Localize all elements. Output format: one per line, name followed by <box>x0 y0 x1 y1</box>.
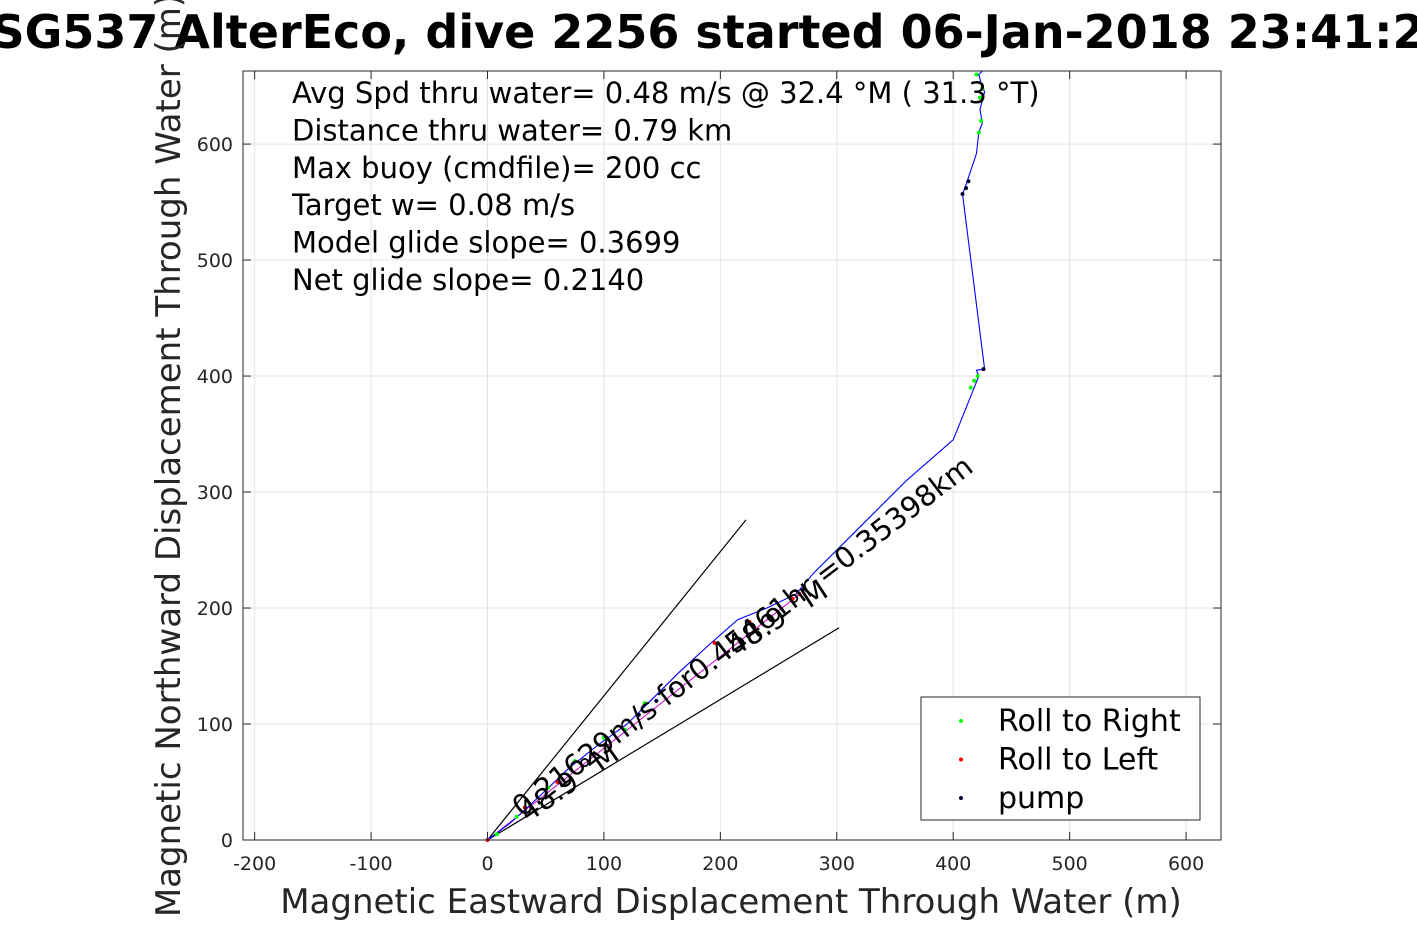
x-tick-label: 200 <box>702 853 738 875</box>
annotation-text: Net glide slope= 0.2140 <box>292 263 644 297</box>
heading-guide-line <box>487 519 747 841</box>
data-point <box>968 385 973 390</box>
y-tick-label: 0 <box>221 830 233 852</box>
data-point <box>669 687 674 692</box>
y-tick-label: 300 <box>197 482 233 504</box>
x-axis-label: Magnetic Eastward Displacement Through W… <box>280 882 1182 922</box>
x-tick-label: 600 <box>1168 853 1204 875</box>
x-tick-label: -200 <box>233 853 276 875</box>
data-point <box>601 735 606 740</box>
annotation-text: Avg Spd thru water= 0.48 m/s @ 32.4 °M (… <box>292 76 1040 110</box>
data-point <box>975 374 980 379</box>
y-tick-label: 400 <box>197 366 233 388</box>
track-line <box>487 70 986 841</box>
y-axis-label: Magnetic Northward Displacement Through … <box>149 0 189 917</box>
data-point <box>797 592 802 597</box>
annotation-text: Max buoy (cmdfile)= 200 cc <box>292 151 701 185</box>
legend-label: pump <box>998 781 1084 816</box>
annotation-text: Model glide slope= 0.3699 <box>292 226 680 260</box>
x-tick-label: -100 <box>350 853 393 875</box>
data-point <box>555 780 560 785</box>
data-point <box>494 832 499 837</box>
x-tick-label: 0 <box>481 853 493 875</box>
data-point <box>964 186 969 191</box>
plot-area: -200 -100 0 100 200 300 400 500 600 0 100 200 300 400… <box>197 70 1222 875</box>
data-point <box>980 86 985 91</box>
data-point <box>747 619 752 624</box>
x-tick-label: 300 <box>819 853 855 875</box>
y-tick-label: 200 <box>197 598 233 620</box>
x-tick-label: 400 <box>935 853 971 875</box>
data-point <box>981 367 986 372</box>
data-point <box>790 596 795 601</box>
data-point <box>546 785 551 790</box>
data-point <box>960 191 965 196</box>
y-tick-label: 600 <box>197 134 233 156</box>
chart-title: SG537 AlterEco, dive 2256 started 06-Jan… <box>0 5 1417 59</box>
x-tick-label: 100 <box>586 853 622 875</box>
legend-label: Roll to Left <box>998 743 1158 778</box>
data-point <box>712 640 717 645</box>
data-point <box>654 698 659 703</box>
data-point <box>642 701 647 706</box>
y-tick-label: 100 <box>197 714 233 736</box>
annotation-text: Distance thru water= 0.79 km <box>292 113 732 147</box>
current-vector-line <box>487 593 800 841</box>
annotation-text: Target w= 0.08 m/s <box>291 188 575 222</box>
y-tick-label: 500 <box>197 250 233 272</box>
data-point <box>966 179 971 184</box>
data-point <box>636 712 641 717</box>
data-point <box>514 814 519 819</box>
legend-marker <box>959 796 963 800</box>
legend-marker <box>959 757 963 762</box>
data-point <box>622 727 627 732</box>
data-point <box>572 759 577 764</box>
axes-box <box>242 70 1222 841</box>
data-point <box>522 805 527 810</box>
legend-label: Roll to Right <box>998 704 1181 739</box>
data-point <box>972 378 977 383</box>
data-point <box>979 118 984 123</box>
data-point <box>976 130 981 135</box>
x-tick-label: 500 <box>1052 853 1088 875</box>
legend-box <box>920 696 1201 821</box>
legend-marker <box>959 719 963 723</box>
heading-guide-line <box>487 627 840 841</box>
data-point <box>977 95 982 100</box>
data-point <box>974 72 979 77</box>
